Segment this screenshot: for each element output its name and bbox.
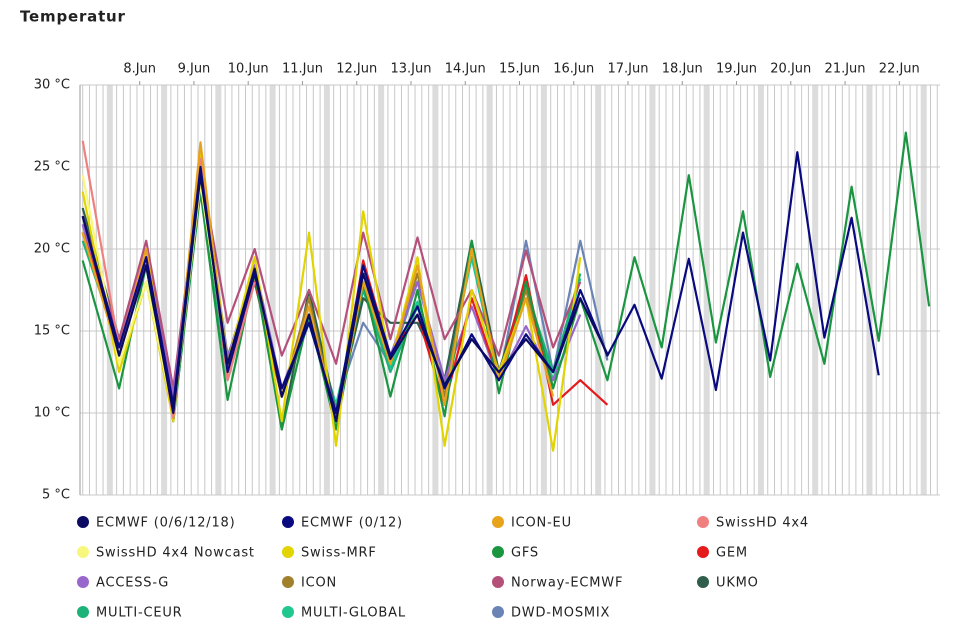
x-tick-label: 12.Jun bbox=[336, 62, 377, 77]
day-band bbox=[540, 85, 547, 495]
legend-marker bbox=[697, 516, 709, 528]
legend-marker bbox=[77, 606, 89, 618]
x-tick-label: 20.Jun bbox=[770, 62, 811, 77]
legend-marker bbox=[282, 546, 294, 558]
x-tick-label: 14.Jun bbox=[445, 62, 486, 77]
day-band bbox=[269, 85, 276, 495]
x-tick-label: 13.Jun bbox=[390, 62, 431, 77]
legend-label: ECMWF (0/12) bbox=[301, 516, 403, 531]
chart-title: Temperatur bbox=[20, 8, 126, 26]
legend-marker bbox=[282, 576, 294, 588]
legend-label: MULTI-CEUR bbox=[96, 606, 183, 621]
y-tick-label: 10 °C bbox=[34, 406, 70, 421]
y-tick-label: 5 °C bbox=[42, 488, 70, 503]
x-tick-label: 11.Jun bbox=[282, 62, 323, 77]
legend-marker bbox=[697, 546, 709, 558]
legend-label: GFS bbox=[511, 546, 539, 561]
day-band bbox=[486, 85, 493, 495]
day-band bbox=[812, 85, 819, 495]
legend-marker bbox=[77, 576, 89, 588]
day-band bbox=[378, 85, 385, 495]
series-line bbox=[81, 174, 609, 423]
legend-label: DWD-MOSMIX bbox=[511, 606, 610, 621]
day-band bbox=[649, 85, 656, 495]
x-tick-label: 8.Jun bbox=[123, 62, 156, 77]
x-tick-label: 17.Jun bbox=[608, 62, 649, 77]
y-tick-label: 30 °C bbox=[34, 78, 70, 93]
legend-marker bbox=[77, 546, 89, 558]
x-tick-label: 10.Jun bbox=[228, 62, 269, 77]
legend-label: Norway-ECMWF bbox=[511, 576, 623, 591]
legend-marker bbox=[282, 516, 294, 528]
x-tick-label: 9.Jun bbox=[178, 62, 211, 77]
x-tick-label: 19.Jun bbox=[716, 62, 757, 77]
day-band bbox=[920, 85, 927, 495]
x-tick-label: 21.Jun bbox=[825, 62, 866, 77]
legend-marker bbox=[492, 576, 504, 588]
day-band bbox=[161, 85, 168, 495]
x-tick-label: 15.Jun bbox=[499, 62, 540, 77]
day-band bbox=[757, 85, 764, 495]
legend-label: MULTI-GLOBAL bbox=[301, 606, 406, 621]
legend-marker bbox=[282, 606, 294, 618]
legend-label: SwissHD 4x4 Nowcast bbox=[96, 546, 255, 561]
legend-label: Swiss-MRF bbox=[301, 546, 377, 561]
legend-label: ICON-EU bbox=[511, 516, 572, 531]
legend-label: UKMO bbox=[716, 576, 759, 591]
day-band bbox=[595, 85, 602, 495]
y-tick-label: 25 °C bbox=[34, 160, 70, 175]
legend-marker bbox=[492, 546, 504, 558]
legend-marker bbox=[492, 516, 504, 528]
y-tick-label: 20 °C bbox=[34, 242, 70, 257]
y-tick-label: 15 °C bbox=[34, 324, 70, 339]
legend-marker bbox=[77, 516, 89, 528]
day-band bbox=[323, 85, 330, 495]
legend-marker bbox=[697, 576, 709, 588]
legend-label: ICON bbox=[301, 576, 337, 591]
legend-label: ACCESS-G bbox=[96, 576, 169, 591]
day-band bbox=[432, 85, 439, 495]
legend-marker bbox=[492, 606, 504, 618]
legend-label: SwissHD 4x4 bbox=[716, 516, 809, 531]
legend-label: ECMWF (0/6/12/18) bbox=[96, 516, 235, 531]
x-tick-label: 18.Jun bbox=[662, 62, 703, 77]
x-tick-label: 16.Jun bbox=[553, 62, 594, 77]
x-tick-label: 22.Jun bbox=[879, 62, 920, 77]
legend-label: GEM bbox=[716, 546, 748, 561]
